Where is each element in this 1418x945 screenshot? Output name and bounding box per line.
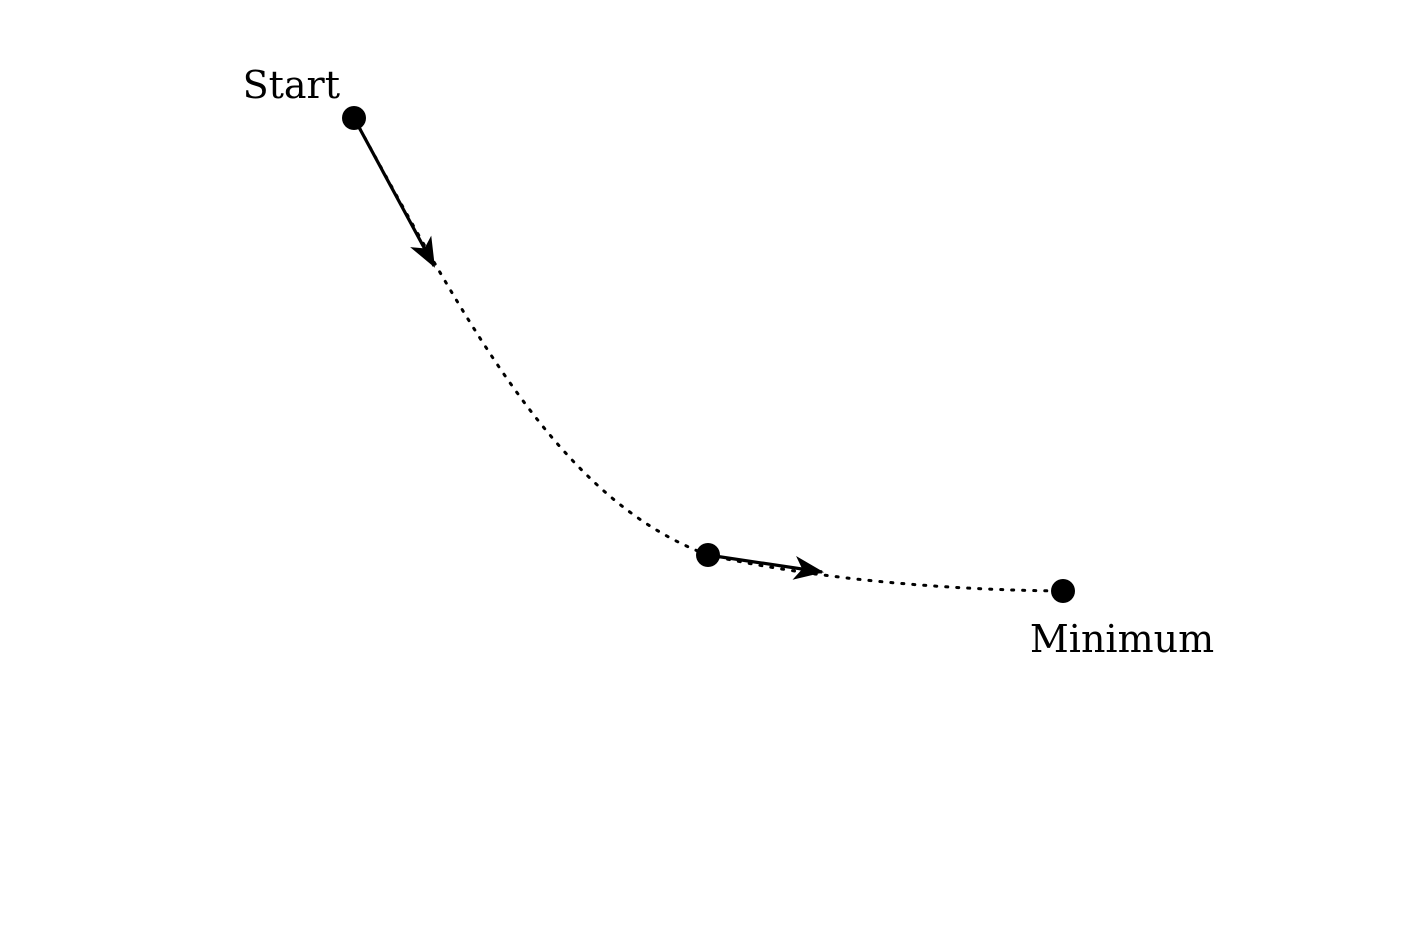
start-point xyxy=(342,106,366,130)
step-arrow-2 xyxy=(707,553,824,580)
minimum-label: Minimum xyxy=(1030,617,1214,661)
minimum-point xyxy=(1051,579,1075,603)
intermediate-point xyxy=(696,543,720,567)
start-label: Start xyxy=(243,63,340,107)
trajectory-curve xyxy=(352,116,1065,593)
step-arrow-1 xyxy=(352,117,436,268)
